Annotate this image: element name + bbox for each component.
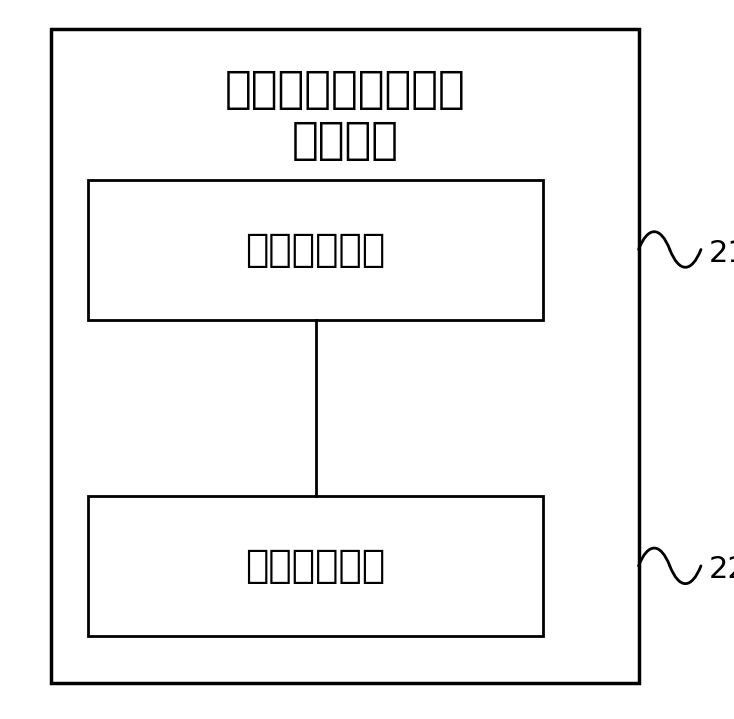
Text: 第二发送模块: 第二发送模块 <box>245 231 386 269</box>
FancyBboxPatch shape <box>88 496 543 636</box>
Text: 第二接收模块: 第二接收模块 <box>245 547 386 585</box>
FancyBboxPatch shape <box>88 180 543 320</box>
FancyBboxPatch shape <box>51 29 639 683</box>
Text: 策略和计费规则功能: 策略和计费规则功能 <box>225 68 465 111</box>
Text: 21: 21 <box>708 239 734 267</box>
Text: 22: 22 <box>708 555 734 584</box>
Text: 执行实体: 执行实体 <box>291 119 399 162</box>
